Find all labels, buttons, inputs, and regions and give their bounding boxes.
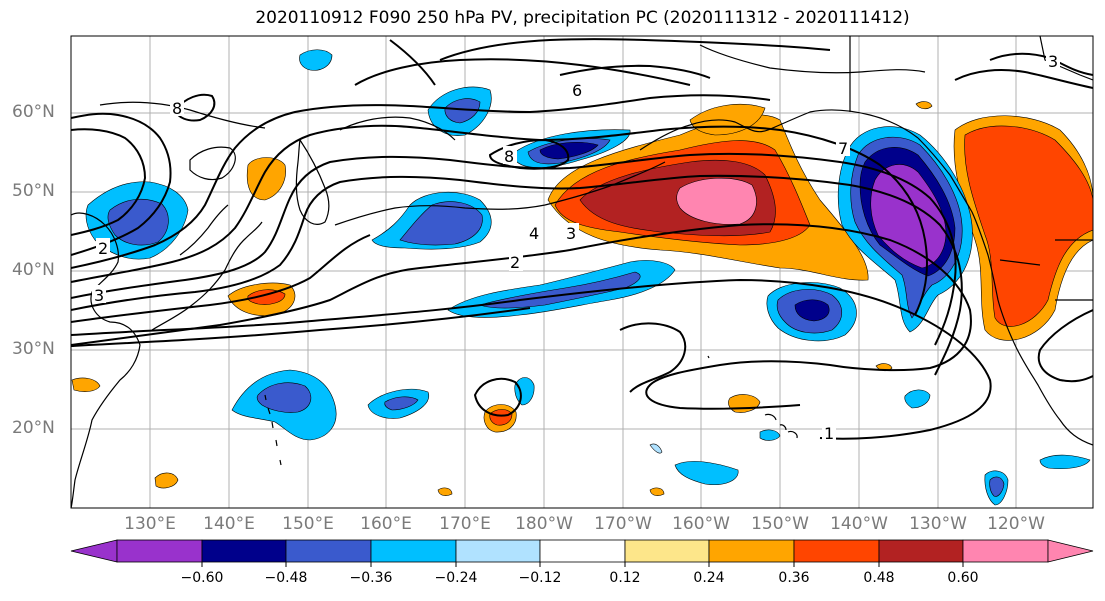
colorbar-low-extend <box>70 539 118 563</box>
contour-label-7: 7 <box>838 139 848 158</box>
contour-label-3: 3 <box>566 224 576 243</box>
lon-label-150w: 150°W <box>751 514 809 534</box>
colorbar-tick: −0.12 <box>518 570 562 586</box>
lat-label-50n: 50°N <box>12 181 55 201</box>
chart-title: 2020110912 F090 250 hPa PV, precipitatio… <box>255 8 910 28</box>
contour-label-4: 4 <box>529 224 539 243</box>
gulf-min-region <box>870 164 947 269</box>
lat-label-60n: 60°N <box>12 102 55 122</box>
lon-label-130w: 130°W <box>909 514 967 534</box>
asia-coast <box>71 212 141 508</box>
colorbar-tick: −0.36 <box>349 570 393 586</box>
contour-label-2b: 2 <box>98 239 108 258</box>
contour-label-3c: 3 <box>94 286 104 305</box>
colorbar <box>70 539 1094 567</box>
lon-label-170e: 170°E <box>439 514 491 534</box>
lon-label-140e: 140°E <box>203 514 255 534</box>
pv-contours <box>71 38 1093 440</box>
kamchatka-coast <box>295 138 330 225</box>
pacific-islands <box>264 355 710 466</box>
pv-contour-8 <box>488 138 570 170</box>
pv-contour-3 <box>71 174 963 376</box>
contour-label-8b: 8 <box>172 99 182 118</box>
precip-negative-shading <box>85 49 1091 506</box>
colorbar-tick: 0.48 <box>863 570 895 586</box>
japan-coast <box>151 221 263 331</box>
map-frame <box>70 35 1094 509</box>
colorbar-tick: −0.48 <box>264 570 308 586</box>
colorbar-tick: −0.60 <box>180 570 224 586</box>
colorbar-tick: 0.12 <box>609 570 641 586</box>
hawaii-islands <box>764 413 798 439</box>
coastlines <box>71 36 1093 508</box>
lat-label-20n: 20°N <box>12 418 55 438</box>
lon-label-180w: 180°W <box>515 514 573 534</box>
lon-label-160w: 160°W <box>672 514 730 534</box>
lon-label-130e: 130°E <box>124 514 176 534</box>
colorbar-tick: 0.60 <box>947 570 979 586</box>
colorbar-tick: −0.24 <box>434 570 478 586</box>
contour-label-3b: 3 <box>1048 52 1058 71</box>
pv-contour-2 <box>71 223 972 410</box>
contour-label-1: 1 <box>824 424 834 443</box>
lon-label-120w: 120°W <box>987 514 1045 534</box>
pv-contour-7 <box>71 112 172 256</box>
contour-label-8: 8 <box>504 147 514 166</box>
pv-contour-5 <box>71 124 928 316</box>
alaska-coast <box>639 109 919 151</box>
contour-label-2: 2 <box>510 253 520 272</box>
north-america-coast <box>917 137 1093 446</box>
lon-label-170w: 170°W <box>594 514 652 534</box>
colorbar-tick: 0.36 <box>778 570 810 586</box>
lat-label-40n: 40°N <box>12 260 55 280</box>
lon-label-160e: 160°E <box>360 514 412 534</box>
colorbar-tick: 0.24 <box>693 570 725 586</box>
pv-contour-1 <box>71 278 992 440</box>
pv-contour-6 <box>71 94 771 269</box>
pv-contour-labels: 2 4 3 6 8 7 1 3 2 3 8 <box>92 52 1060 443</box>
lon-label-140w: 140°W <box>830 514 888 534</box>
lon-label-150e: 150°E <box>282 514 334 534</box>
colorbar-high-extend <box>1047 539 1094 563</box>
contour-label-6: 6 <box>572 81 582 100</box>
lat-label-30n: 30°N <box>12 339 55 359</box>
